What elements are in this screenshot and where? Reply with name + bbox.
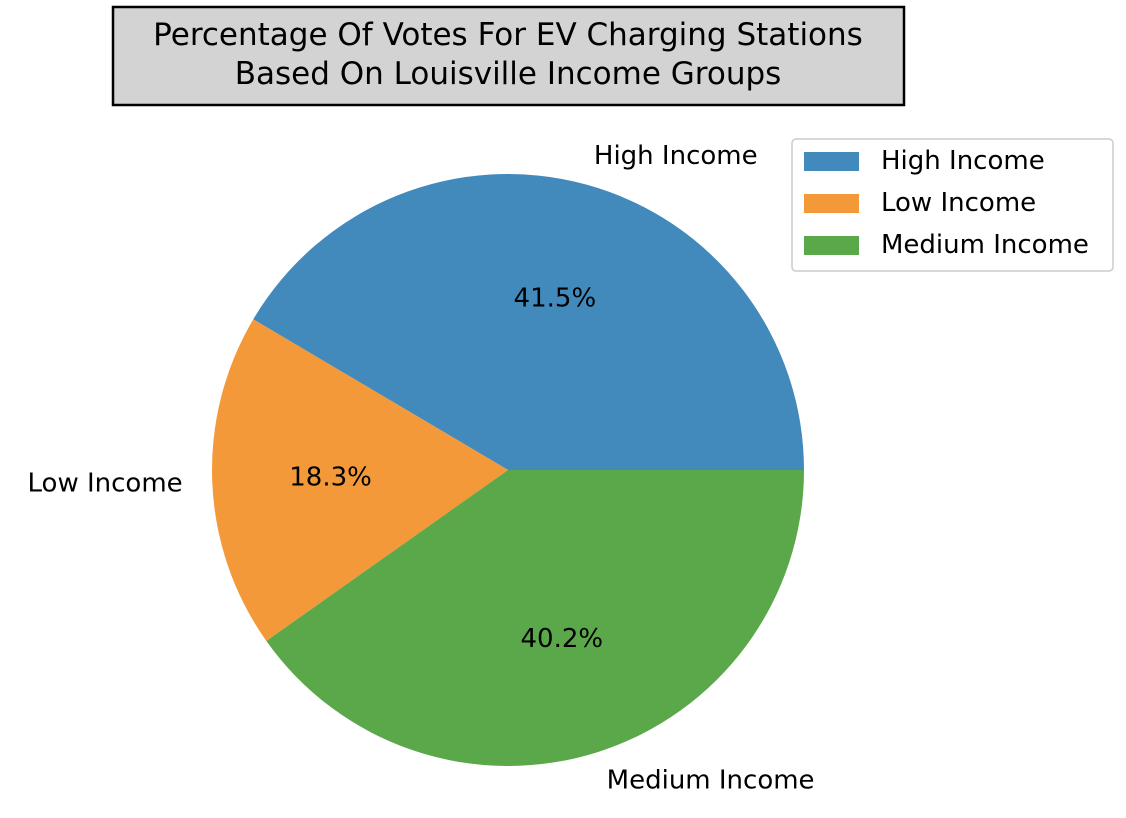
pie-category-label-medium-income: Medium Income (607, 765, 815, 795)
pie-slice-low-income (211, 319, 508, 641)
pie-slice-high-income (253, 173, 805, 470)
legend-swatch-high-income (804, 152, 859, 171)
chart-title-line-2: Based On Louisville Income Groups (235, 56, 782, 92)
pie-slices (211, 173, 805, 767)
legend-frame (791, 138, 1114, 272)
legend-swatch-medium-income (804, 236, 859, 255)
pie-pct-label-medium-income: 40.2% (521, 624, 604, 654)
chart-legend: High Income Low Income Medium Income (791, 138, 1114, 272)
pie-pct-label-high-income: 41.5% (514, 284, 597, 314)
chart-title-line-1: Percentage Of Votes For EV Charging Stat… (153, 17, 863, 53)
chart-title-box (111, 5, 906, 107)
pie-pct-label-low-income: 18.3% (289, 462, 372, 492)
chart-title-group: Percentage Of Votes For EV Charging Stat… (111, 5, 906, 107)
pie-slice-medium-income (266, 470, 804, 767)
legend-label-high-income: High Income (881, 146, 1045, 176)
legend-swatch-low-income (804, 194, 859, 213)
pie-labels: 41.5% High Income 18.3% Low Income 40.2% Medi… (28, 141, 815, 795)
pie-category-label-low-income: Low Income (28, 468, 183, 498)
legend-label-medium-income: Medium Income (881, 230, 1089, 260)
pie-category-label-high-income: High Income (594, 141, 758, 171)
legend-label-low-income: Low Income (881, 188, 1036, 218)
